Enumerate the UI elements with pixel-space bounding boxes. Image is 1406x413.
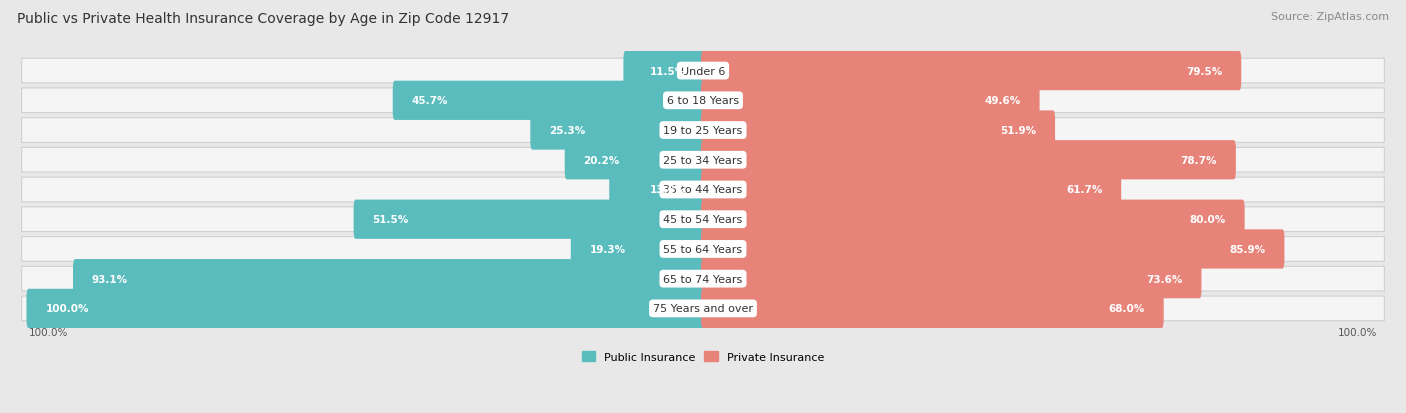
FancyBboxPatch shape [21,59,1385,84]
Legend: Public Insurance, Private Insurance: Public Insurance, Private Insurance [578,347,828,366]
Text: 45.7%: 45.7% [412,96,449,106]
FancyBboxPatch shape [353,200,704,239]
Text: 93.1%: 93.1% [91,274,128,284]
Text: 49.6%: 49.6% [984,96,1021,106]
FancyBboxPatch shape [21,89,1385,114]
Text: 19 to 25 Years: 19 to 25 Years [664,126,742,136]
FancyBboxPatch shape [27,289,704,328]
FancyBboxPatch shape [73,259,704,299]
FancyBboxPatch shape [702,81,1039,121]
FancyBboxPatch shape [702,289,1164,328]
FancyBboxPatch shape [702,111,1054,150]
Text: 13.6%: 13.6% [650,185,686,195]
Text: 61.7%: 61.7% [1066,185,1102,195]
Text: 45 to 54 Years: 45 to 54 Years [664,215,742,225]
Text: 100.0%: 100.0% [28,327,67,337]
Text: Source: ZipAtlas.com: Source: ZipAtlas.com [1271,12,1389,22]
Text: 20.2%: 20.2% [583,155,620,165]
Text: 51.5%: 51.5% [373,215,409,225]
Text: 55 to 64 Years: 55 to 64 Years [664,244,742,254]
FancyBboxPatch shape [21,297,1385,321]
Text: 11.5%: 11.5% [650,66,686,76]
FancyBboxPatch shape [21,178,1385,202]
FancyBboxPatch shape [565,141,704,180]
Text: 100.0%: 100.0% [45,304,89,313]
FancyBboxPatch shape [392,81,704,121]
Text: 35 to 44 Years: 35 to 44 Years [664,185,742,195]
FancyBboxPatch shape [21,267,1385,291]
FancyBboxPatch shape [21,207,1385,232]
Text: 51.9%: 51.9% [1000,126,1036,136]
FancyBboxPatch shape [21,237,1385,262]
Text: 73.6%: 73.6% [1146,274,1182,284]
FancyBboxPatch shape [702,259,1202,299]
Text: 75 Years and over: 75 Years and over [652,304,754,313]
Text: 78.7%: 78.7% [1181,155,1218,165]
FancyBboxPatch shape [571,230,704,269]
Text: 80.0%: 80.0% [1189,215,1226,225]
Text: 25.3%: 25.3% [550,126,585,136]
FancyBboxPatch shape [623,52,704,91]
Text: 6 to 18 Years: 6 to 18 Years [666,96,740,106]
FancyBboxPatch shape [702,200,1244,239]
Text: Public vs Private Health Insurance Coverage by Age in Zip Code 12917: Public vs Private Health Insurance Cover… [17,12,509,26]
Text: 100.0%: 100.0% [1339,327,1378,337]
FancyBboxPatch shape [21,119,1385,143]
FancyBboxPatch shape [609,171,704,209]
FancyBboxPatch shape [702,52,1241,91]
Text: 68.0%: 68.0% [1108,304,1144,313]
Text: 85.9%: 85.9% [1229,244,1265,254]
Text: 19.3%: 19.3% [589,244,626,254]
FancyBboxPatch shape [530,111,704,150]
FancyBboxPatch shape [702,230,1285,269]
FancyBboxPatch shape [702,171,1121,209]
FancyBboxPatch shape [702,141,1236,180]
FancyBboxPatch shape [21,148,1385,173]
Text: 25 to 34 Years: 25 to 34 Years [664,155,742,165]
Text: 65 to 74 Years: 65 to 74 Years [664,274,742,284]
Text: 79.5%: 79.5% [1187,66,1222,76]
Text: Under 6: Under 6 [681,66,725,76]
